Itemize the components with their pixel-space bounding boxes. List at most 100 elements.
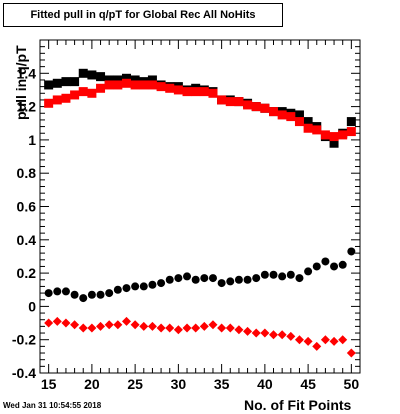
data-point-square — [147, 75, 157, 85]
data-point-square — [121, 73, 131, 83]
axis-ticks: 15 20 25 30 35 40 45 50 -0.4 -0.2 0 0.2 0.4 0.6 0.8 1 1.… — [12, 39, 361, 392]
data-point-diamond — [243, 326, 253, 336]
y-tick-label: -0.4 — [12, 365, 36, 381]
data-point-diamond — [251, 328, 261, 338]
data-point-diamond — [277, 330, 287, 340]
data-point-circle — [312, 262, 321, 271]
data-point-circle — [174, 274, 183, 283]
data-point-diamond — [286, 331, 296, 341]
data-point-square — [320, 130, 330, 140]
data-point-square — [87, 88, 97, 98]
data-point-square — [217, 95, 227, 105]
data-point-diamond — [294, 335, 304, 345]
timestamp: Wed Jan 31 10:54:55 2018 — [3, 401, 102, 410]
data-point-square — [156, 82, 166, 92]
data-point-square — [61, 93, 71, 103]
x-tick-label: 30 — [171, 376, 187, 392]
data-point-diamond — [147, 321, 157, 331]
data-point-square — [329, 132, 339, 142]
data-point-square — [294, 110, 304, 120]
data-point-diamond — [139, 321, 149, 331]
data-point-square — [303, 123, 313, 133]
data-point-circle — [105, 289, 114, 298]
data-point-circle — [243, 275, 252, 284]
data-point-circle — [260, 270, 269, 279]
data-point-diamond — [61, 318, 71, 328]
data-point-circle — [148, 280, 157, 289]
y-tick-label: 0.8 — [17, 165, 37, 181]
y-tick-label: 0.4 — [17, 232, 37, 248]
data-point-square — [312, 125, 322, 135]
data-point-square — [182, 87, 192, 97]
data-point-square — [191, 87, 201, 97]
data-point-circle — [113, 285, 122, 294]
data-point-circle — [295, 274, 304, 283]
data-point-square — [277, 110, 287, 120]
data-point-circle — [70, 290, 79, 299]
data-point-diamond — [104, 320, 114, 330]
data-point-square — [52, 95, 62, 105]
data-point-square — [208, 88, 218, 98]
data-point-square — [113, 80, 123, 90]
data-point-diamond — [303, 336, 313, 346]
x-tick-label: 50 — [344, 376, 360, 392]
data-point-circle — [191, 275, 200, 284]
data-point-circle — [278, 272, 287, 281]
data-point-square — [44, 80, 54, 90]
data-point-diamond — [320, 335, 330, 345]
data-point-diamond — [312, 341, 322, 351]
data-point-circle — [252, 274, 261, 283]
data-marks — [44, 68, 356, 358]
data-point-square — [130, 80, 140, 90]
data-point-square — [165, 83, 175, 93]
data-point-square — [303, 117, 313, 127]
data-point-diamond — [52, 316, 62, 326]
data-point-circle — [226, 277, 235, 286]
data-point-circle — [157, 279, 166, 288]
data-point-diamond — [329, 336, 339, 346]
data-point-diamond — [165, 323, 175, 333]
x-tick-label: 40 — [257, 376, 273, 392]
data-point-circle — [321, 257, 330, 266]
data-point-square — [70, 90, 80, 100]
data-point-square — [346, 117, 356, 127]
data-point-diamond — [96, 321, 106, 331]
data-point-square — [329, 138, 339, 148]
data-point-circle — [217, 279, 226, 288]
data-point-circle — [122, 284, 131, 293]
data-point-square — [78, 68, 88, 78]
data-point-circle — [139, 282, 148, 291]
data-point-diamond — [78, 323, 88, 333]
data-point-circle — [44, 289, 53, 298]
y-tick-label: 1.4 — [17, 65, 37, 81]
data-point-square — [96, 72, 106, 82]
data-point-diamond — [173, 325, 183, 335]
data-point-diamond — [260, 328, 270, 338]
data-point-square — [44, 98, 54, 108]
data-point-square — [52, 78, 62, 88]
data-point-square — [61, 77, 71, 87]
data-point-diamond — [269, 330, 279, 340]
data-point-circle — [200, 274, 209, 283]
data-point-square — [199, 87, 209, 97]
data-point-circle — [165, 275, 174, 284]
data-point-square — [269, 107, 279, 117]
data-point-square — [243, 100, 253, 110]
data-point-circle — [286, 270, 295, 279]
y-tick-label: 1 — [28, 132, 36, 148]
data-point-circle — [330, 262, 339, 271]
y-tick-label: 0.6 — [17, 199, 37, 215]
data-point-diamond — [199, 321, 209, 331]
data-point-diamond — [130, 320, 140, 330]
x-tick-label: 35 — [214, 376, 230, 392]
data-point-circle — [131, 282, 140, 291]
data-point-square — [121, 78, 131, 88]
data-point-circle — [87, 290, 96, 299]
data-point-square — [251, 102, 261, 112]
data-point-circle — [96, 290, 105, 299]
data-point-diamond — [113, 320, 123, 330]
x-tick-label: 45 — [300, 376, 316, 392]
data-point-square — [260, 103, 270, 113]
data-point-diamond — [44, 318, 54, 328]
